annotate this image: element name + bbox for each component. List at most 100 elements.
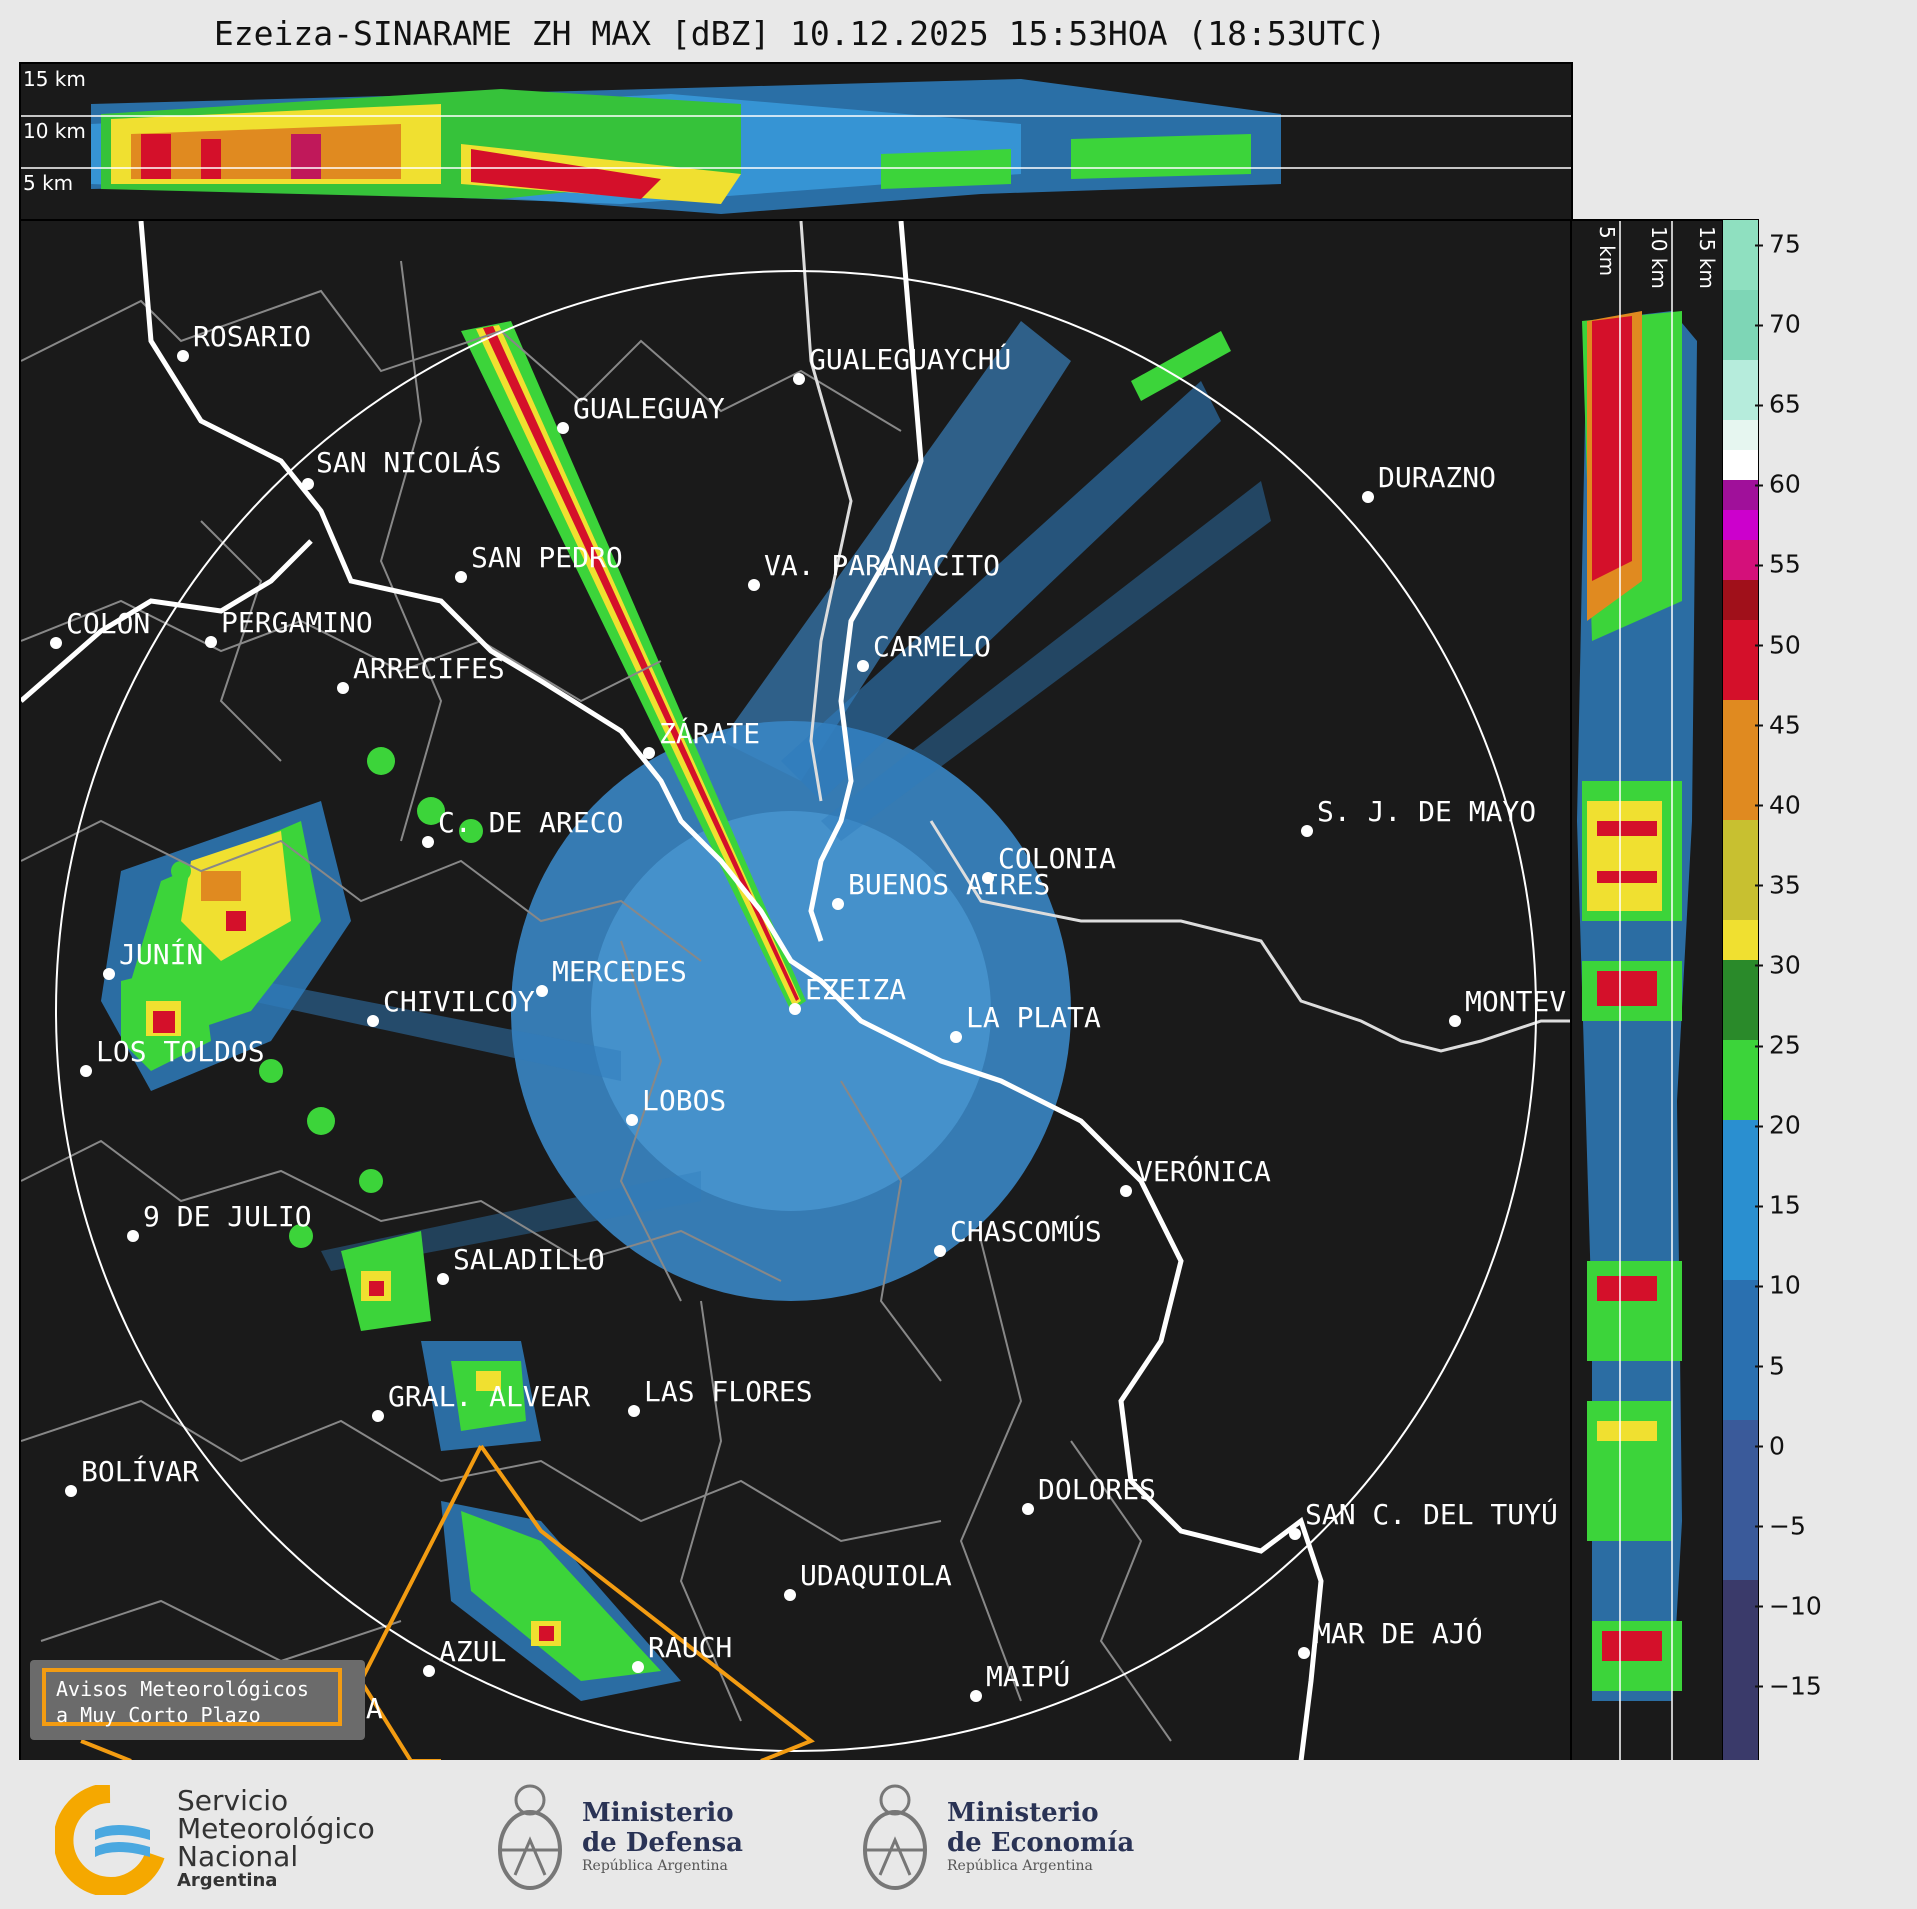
side-alt-15km: 15 km — [1695, 226, 1719, 289]
city-marker[interactable]: ARRECIFES — [337, 652, 505, 694]
city-marker[interactable]: ROSARIO — [177, 320, 311, 362]
top-alt-10km: 10 km — [23, 119, 86, 143]
economia-line3: República Argentina — [947, 1858, 1093, 1874]
city-label: 9 DE JULIO — [143, 1200, 312, 1233]
defensa-logo: Ministerio de Defensa República Argentin… — [490, 1780, 750, 1900]
city-label: GUALEGUAYCHÚ — [809, 342, 1011, 376]
city-marker[interactable]: SALADILLO — [437, 1243, 605, 1285]
coastline — [21, 221, 1324, 1761]
city-label: SAN C. DEL TUYÚ — [1305, 1497, 1558, 1531]
city-dot — [1289, 1528, 1301, 1540]
city-marker[interactable]: BOLÍVAR — [65, 1454, 199, 1497]
colorbar-tick-label: 5 — [1769, 1351, 1785, 1381]
colorbar-tick-label: 0 — [1769, 1431, 1785, 1461]
city-marker[interactable]: EZEIZA — [789, 973, 906, 1015]
city-dot — [177, 350, 189, 362]
city-marker[interactable]: S. J. DE MAYO — [1301, 795, 1536, 837]
city-dot — [437, 1273, 449, 1285]
city-marker[interactable]: COLONIA — [982, 842, 1116, 884]
city-label: LOBOS — [642, 1084, 726, 1117]
warning-polygon[interactable] — [358, 1444, 815, 1761]
city-label: S. J. DE MAYO — [1317, 795, 1536, 828]
city-marker[interactable]: CHASCOMÚS — [934, 1214, 1102, 1257]
city-marker[interactable]: MERCEDES — [536, 955, 687, 997]
defensa-line1: Ministerio — [582, 1798, 734, 1828]
city-marker[interactable]: SAN NICOLÁS — [302, 445, 501, 490]
city-marker[interactable]: MAR DE AJÓ — [1298, 1616, 1483, 1659]
city-dot — [628, 1405, 640, 1417]
city-marker[interactable]: MAIPÚ — [970, 1659, 1070, 1702]
city-label: DURAZNO — [1378, 461, 1496, 494]
city-marker[interactable]: 9 DE JULIO — [127, 1200, 312, 1242]
city-marker[interactable]: SAN PEDRO — [455, 541, 623, 583]
city-dot — [1022, 1503, 1034, 1515]
city-marker[interactable]: ZÁRATE — [643, 716, 760, 759]
city-marker[interactable]: UDAQUIOLA — [784, 1559, 952, 1601]
colorbar-tick: 10 — [1755, 1270, 1801, 1300]
city-marker[interactable]: SAN C. DEL TUYÚ — [1289, 1497, 1558, 1540]
colorbar-tick-label: 65 — [1769, 389, 1801, 419]
colorbar-tick: −10 — [1755, 1591, 1822, 1620]
colorbar-tick: 75 — [1755, 230, 1801, 259]
city-marker[interactable]: AZUL — [423, 1635, 506, 1677]
city-dot — [1301, 825, 1313, 837]
avisos-badge[interactable]: Avisos Meteorológicos a Muy Corto Plazo — [30, 1660, 365, 1740]
city-label: CARMELO — [873, 630, 991, 663]
city-marker[interactable]: CHIVILCOY — [367, 985, 535, 1027]
colorbar-tick: 0 — [1755, 1431, 1785, 1461]
city-dot — [536, 985, 548, 997]
colorbar-tick-label: 10 — [1769, 1270, 1801, 1300]
city-dot — [127, 1230, 139, 1242]
city-dot — [857, 660, 869, 672]
city-marker[interactable]: LAS FLORES — [628, 1375, 813, 1417]
city-label: JUNÍN — [119, 937, 203, 971]
radar-map[interactable]: ROSARIO GUALEGUAYCHÚ GUALEGUAY SAN NICOLÁS D… — [19, 219, 1573, 1763]
city-marker[interactable]: VA. PARANACITO — [748, 549, 1000, 591]
city-label: BUENOS AIRES — [848, 868, 1050, 901]
city-label: RAUCH — [648, 1631, 732, 1664]
city-marker[interactable]: JUNÍN — [103, 937, 203, 980]
city-marker[interactable]: MONTEV — [1449, 985, 1566, 1027]
colorbar-tick: 30 — [1755, 950, 1801, 980]
city-label: ARRECIFES — [353, 652, 505, 685]
dbz-colorbar — [1722, 219, 1759, 1761]
city-marker[interactable]: BUENOS AIRES — [832, 868, 1050, 910]
side-alt-10km: 10 km — [1647, 226, 1671, 289]
city-marker[interactable]: LOBOS — [626, 1084, 726, 1126]
city-label: DOLORES — [1038, 1473, 1156, 1506]
economia-line1: Ministerio — [947, 1798, 1099, 1828]
city-label: MERCEDES — [552, 955, 687, 988]
city-marker[interactable]: VERÓNICA — [1120, 1154, 1271, 1197]
city-dot — [205, 636, 217, 648]
city-marker[interactable]: LOS TOLDOS — [80, 1035, 265, 1077]
colorbar-tick: 20 — [1755, 1110, 1801, 1140]
city-marker[interactable]: C. DE ARECO — [422, 806, 623, 848]
city-marker[interactable]: GUALEGUAY — [557, 392, 725, 434]
city-label: C. DE ARECO — [438, 806, 623, 839]
colorbar-tick-label: 20 — [1769, 1110, 1801, 1140]
city-marker[interactable]: COLON — [50, 607, 150, 649]
colorbar-tick-label: −5 — [1769, 1511, 1806, 1541]
smn-logo: Servicio Meteorológico Nacional Argentin… — [55, 1785, 395, 1895]
radar-echo-west-storms — [101, 747, 681, 1701]
city-marker[interactable]: RAUCH — [632, 1631, 732, 1673]
city-marker[interactable]: GRAL. ALVEAR — [372, 1380, 590, 1422]
city-marker[interactable]: PERGAMINO — [205, 606, 373, 648]
colorbar-tick-label: 15 — [1769, 1190, 1801, 1220]
city-marker[interactable]: CARMELO — [857, 630, 991, 672]
city-marker[interactable]: DOLORES — [1022, 1473, 1156, 1515]
side-alt-5km: 5 km — [1595, 226, 1619, 276]
city-markers: ROSARIO GUALEGUAYCHÚ GUALEGUAY SAN NICOLÁS D… — [50, 320, 1566, 1725]
city-marker[interactable]: GUALEGUAYCHÚ — [793, 342, 1011, 385]
city-marker[interactable]: DURAZNO — [1362, 461, 1496, 503]
colorbar-tick: 25 — [1755, 1031, 1801, 1060]
city-dot — [337, 682, 349, 694]
city-label: LA PLATA — [966, 1001, 1101, 1034]
colorbar-tick-label: −15 — [1769, 1671, 1822, 1701]
city-dot — [50, 637, 62, 649]
top-alt-5km: 5 km — [23, 171, 73, 195]
city-label: AZUL — [439, 1635, 506, 1668]
colorbar-tick: 65 — [1755, 389, 1801, 419]
colorbar-tick-label: 30 — [1769, 950, 1801, 980]
city-marker[interactable]: LA PLATA — [950, 1001, 1101, 1043]
